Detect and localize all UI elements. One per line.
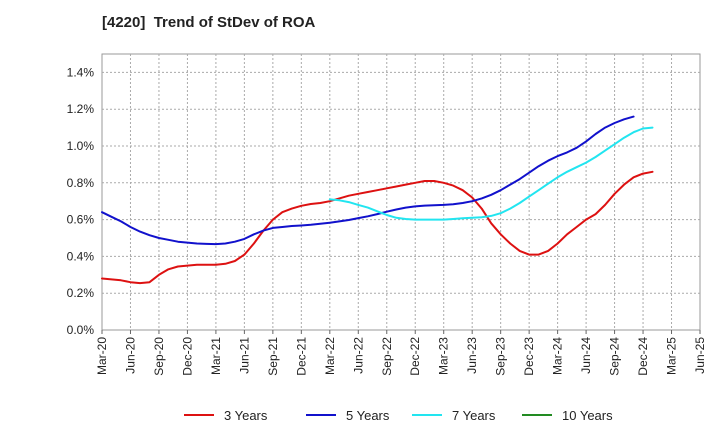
x-tick-label: Mar-22 (323, 337, 337, 375)
x-tick-label: Dec-20 (180, 337, 194, 376)
x-tick-label: Dec-24 (636, 337, 650, 376)
legend-label: 10 Years (562, 408, 613, 423)
series-line (101, 170, 654, 285)
y-tick-label: 0.4% (67, 249, 95, 263)
x-tick-label: Dec-23 (522, 337, 536, 376)
axes: Mar-20 Jun-20 Sep-20 Dec-20 Mar-21 Jun-21 Sep-… (67, 65, 707, 375)
x-tick-label: Dec-21 (294, 337, 308, 376)
series-lines (101, 115, 654, 285)
legend-label: 5 Years (346, 408, 390, 423)
x-tick-label: Mar-24 (551, 337, 565, 375)
x-tick-label: Sep-21 (266, 337, 280, 376)
x-tick-label: Mar-25 (665, 337, 679, 375)
x-tick-label: Sep-20 (152, 337, 166, 376)
x-tick-label: Mar-20 (95, 337, 109, 375)
y-tick-label: 0.0% (67, 323, 95, 337)
y-tick-label: 0.6% (67, 213, 95, 227)
x-tick-label: Jun-24 (579, 337, 593, 374)
y-tick-label: 1.0% (67, 139, 95, 153)
legend-label: 3 Years (224, 408, 268, 423)
x-tick-label: Jun-25 (693, 337, 707, 374)
chart-title: [4220] Trend of StDev of ROA (102, 14, 316, 31)
y-tick-label: 1.2% (67, 102, 95, 116)
series-line (328, 126, 654, 221)
legend: 3 Years 5 Years 7 Years 10 Years (184, 408, 613, 423)
grid (101, 53, 701, 331)
x-tick-label: Jun-22 (351, 337, 365, 374)
y-tick-label: 1.4% (67, 65, 95, 79)
x-tick-label: Mar-21 (209, 337, 223, 375)
y-tick-label: 0.8% (67, 176, 95, 190)
x-tick-label: Sep-22 (380, 337, 394, 376)
x-tick-label: Dec-22 (408, 337, 422, 376)
x-tick-label: Jun-23 (465, 337, 479, 374)
x-tick-label: Jun-21 (237, 337, 251, 374)
x-tick-label: Mar-23 (437, 337, 451, 375)
series-line (101, 115, 635, 246)
plot-area (101, 53, 701, 331)
x-tick-label: Sep-23 (494, 337, 508, 376)
x-tick-label: Jun-20 (123, 337, 137, 374)
y-tick-label: 0.2% (67, 286, 95, 300)
x-tick-label: Sep-24 (608, 337, 622, 376)
legend-label: 7 Years (452, 408, 496, 423)
